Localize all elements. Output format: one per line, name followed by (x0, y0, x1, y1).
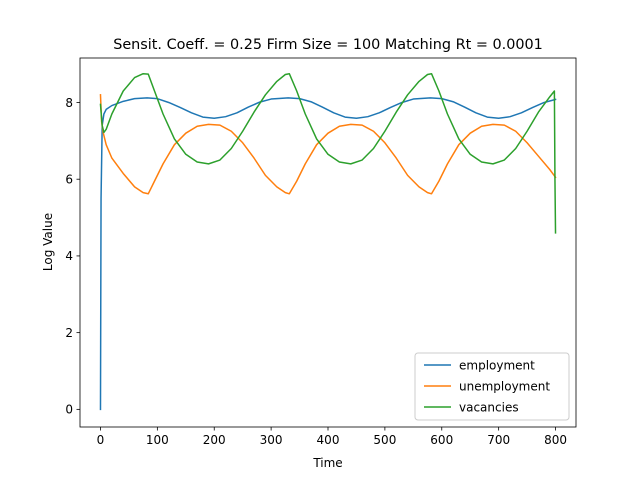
y-axis-label: Log Value (41, 213, 55, 271)
x-tick-label: 300 (260, 433, 283, 447)
y-tick-label: 6 (65, 173, 73, 187)
y-tick-label: 8 (65, 96, 73, 110)
legend-label-vacancies: vacancies (459, 400, 519, 414)
legend-box (414, 352, 570, 421)
x-tick-label: 800 (544, 433, 567, 447)
series-line-employment (99, 97, 557, 411)
y-tick-label: 2 (65, 326, 73, 340)
y-tick-label: 0 (65, 403, 73, 417)
x-tick-label: 700 (487, 433, 510, 447)
series-layer (99, 72, 557, 411)
y-tick-label: 4 (65, 249, 73, 263)
chart-title: Sensit. Coeff. = 0.25 Firm Size = 100 Ma… (113, 37, 543, 53)
series-line-vacancies (99, 72, 557, 234)
x-tick-label: 600 (430, 433, 453, 447)
series-line-unemployment (99, 94, 557, 195)
x-axis-ticks: 0 100 200 300 400 500 600 700 800 (97, 427, 567, 447)
x-tick-label: 400 (317, 433, 340, 447)
y-axis-ticks: 0 2 4 6 8 (65, 96, 80, 417)
x-tick-label: 0 (97, 433, 105, 447)
x-tick-label: 200 (203, 433, 226, 447)
x-axis-label: Time (312, 456, 342, 470)
legend: employment unemployment vacancies (414, 352, 570, 421)
legend-label-unemployment: unemployment (459, 379, 550, 393)
x-tick-label: 500 (373, 433, 396, 447)
legend-label-employment: employment (459, 358, 535, 372)
x-tick-label: 100 (146, 433, 169, 447)
